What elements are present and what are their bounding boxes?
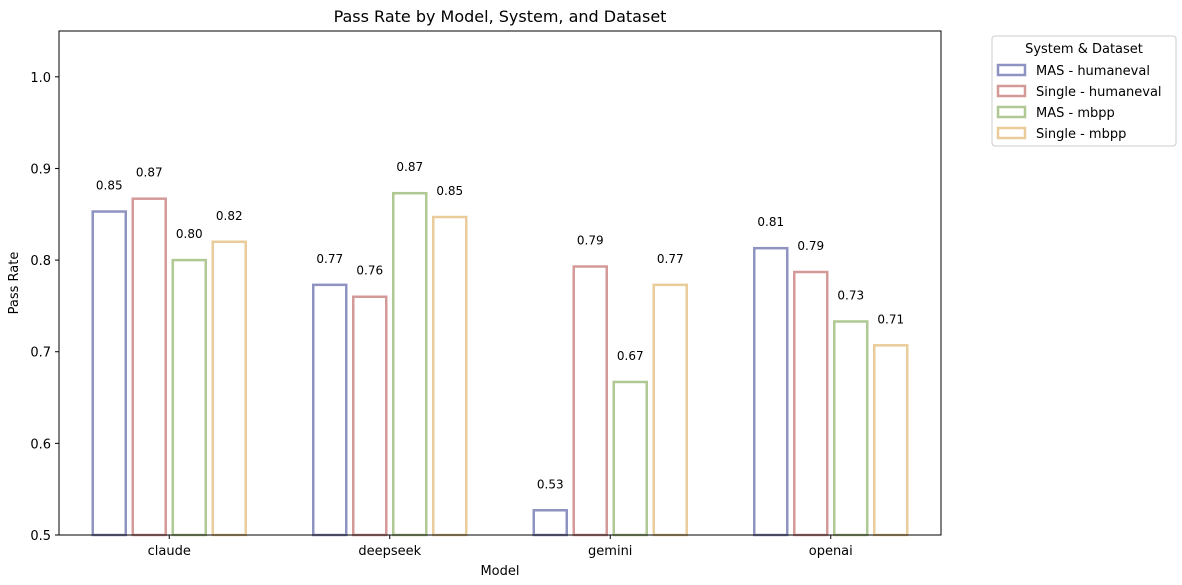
x-tick-label-claude: claude (148, 544, 191, 559)
data-label-gemini-0: 0.53 (537, 477, 564, 491)
data-label-claude-1: 0.87 (136, 166, 163, 180)
plot-frame (58, 30, 942, 536)
data-label-deepseek-3: 0.85 (436, 184, 463, 198)
data-label-openai-3: 0.71 (877, 312, 904, 326)
legend-label-0: MAS - humaneval (1036, 64, 1150, 79)
bars-group (91, 191, 909, 537)
bar-claude-3 (211, 240, 247, 537)
data-labels-group: 0.85 0.87 0.80 0.82 0.77 0.76 0.87 0.85 0.53 0.79… (96, 160, 904, 491)
y-axis-label: Pass Rate (7, 252, 22, 315)
bar-claude-1 (131, 197, 167, 537)
legend-label-3: Single - mbpp (1036, 127, 1126, 142)
y-tick-label-1: 0.6 (30, 437, 51, 452)
legend-swatch-3 (996, 126, 1027, 140)
legend-items: MAS - humaneval Single - humaneval MAS - m… (996, 63, 1162, 142)
x-tick-label-openai: openai (809, 544, 853, 559)
bar-gemini-3 (652, 283, 688, 537)
x-axis: claude deepseek gemini openai (148, 535, 853, 559)
y-tick-label-2: 0.7 (30, 346, 51, 361)
bar-deepseek-1 (352, 295, 388, 537)
legend-swatch-2 (996, 105, 1027, 119)
y-tick-label-3: 0.8 (30, 254, 51, 269)
bar-gemini-2 (612, 380, 648, 537)
bar-openai-0 (753, 246, 789, 537)
x-axis-label: Model (480, 564, 519, 579)
legend-label-2: MAS - mbpp (1036, 106, 1115, 121)
legend-frame (991, 35, 1177, 147)
data-label-openai-0: 0.81 (757, 215, 784, 229)
data-label-gemini-2: 0.67 (617, 349, 644, 363)
data-label-claude-0: 0.85 (96, 179, 123, 193)
y-tick-label-0: 0.5 (30, 529, 51, 544)
data-label-gemini-3: 0.77 (657, 252, 684, 266)
legend-label-1: Single - humaneval (1036, 85, 1162, 100)
bar-openai-1 (793, 270, 829, 537)
x-tick-label-deepseek: deepseek (358, 544, 421, 559)
data-label-deepseek-0: 0.77 (316, 252, 343, 266)
x-tick-label-gemini: gemini (588, 544, 632, 559)
legend-title: System & Dataset (1025, 42, 1143, 57)
data-label-claude-2: 0.80 (176, 227, 203, 241)
y-tick-label-4: 0.9 (30, 162, 51, 177)
legend-swatch-0 (996, 63, 1027, 77)
data-label-gemini-1: 0.79 (577, 234, 604, 248)
data-label-openai-1: 0.79 (797, 239, 824, 253)
data-label-deepseek-2: 0.87 (396, 160, 423, 174)
bar-claude-2 (171, 258, 207, 537)
bar-deepseek-0 (312, 283, 348, 537)
legend-swatch-1 (996, 84, 1027, 98)
bar-gemini-1 (572, 265, 608, 537)
data-label-claude-3: 0.82 (216, 209, 243, 223)
legend: System & Dataset MAS - humaneval Single -… (991, 35, 1177, 147)
bar-deepseek-2 (392, 191, 428, 537)
bar-claude-0 (91, 210, 127, 537)
y-tick-label-5: 1.0 (30, 71, 51, 86)
bar-gemini-0 (532, 509, 568, 537)
y-axis: 0.5 0.6 0.7 0.8 0.9 1.0 (30, 71, 59, 544)
bar-openai-3 (873, 344, 909, 537)
bar-openai-2 (833, 320, 869, 537)
data-label-deepseek-1: 0.76 (356, 264, 383, 278)
data-label-openai-2: 0.73 (837, 288, 864, 302)
bar-deepseek-3 (432, 215, 468, 537)
chart-title: Pass Rate by Model, System, and Dataset (334, 7, 667, 26)
